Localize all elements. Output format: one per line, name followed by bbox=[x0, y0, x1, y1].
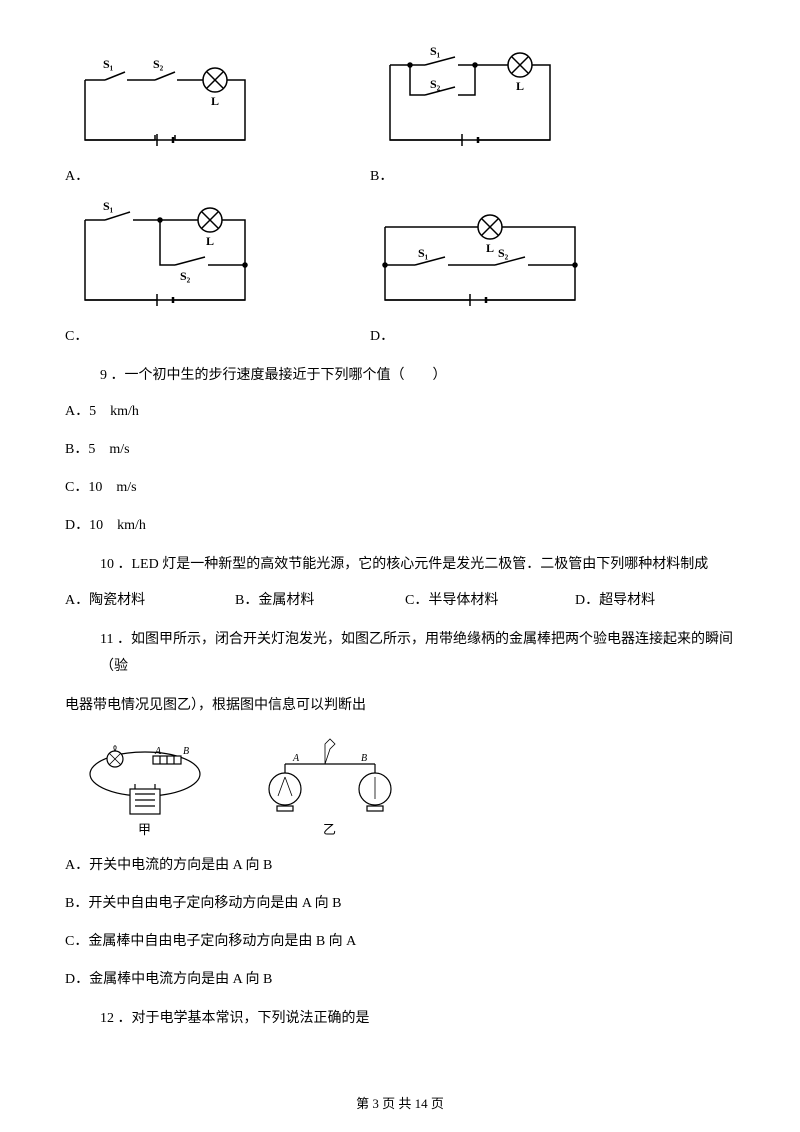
q11-jia-a: A bbox=[154, 746, 162, 757]
circuit-a-block: S₁ S₂ L A． bbox=[65, 50, 270, 185]
circuit-a-svg: S₁ S₂ L bbox=[65, 50, 270, 160]
q11-text2: 电器带电情况见图乙），根据图中信息可以判断出 bbox=[65, 693, 735, 720]
page-footer: 第 3 页 共 14 页 bbox=[0, 1093, 800, 1112]
circuit-c-s2: S₂ bbox=[180, 269, 191, 283]
q12-text: 12 ．对于电学基本常识，下列说法正确的是 bbox=[100, 1006, 735, 1031]
circuit-b-block: S₁ S₂ L B． bbox=[370, 40, 575, 185]
circuit-c-block: S₁ S₂ L C． bbox=[65, 195, 270, 345]
circuit-a-l: L bbox=[211, 94, 219, 108]
q9-b: B．5 m/s bbox=[65, 438, 735, 458]
circuit-a-s2: S₂ bbox=[153, 57, 164, 71]
q10-a: A．陶瓷材料 bbox=[65, 589, 235, 609]
circuit-c-label: C． bbox=[65, 325, 270, 345]
q11-b: B．开关中自由电子定向移动方向是由 A 向 B bbox=[65, 892, 735, 912]
circuit-d-s2: S₂ bbox=[498, 246, 509, 260]
q11-yi-a: A bbox=[292, 753, 300, 764]
q10-options: A．陶瓷材料 B．金属材料 C．半导体材料 D．超导材料 bbox=[65, 589, 735, 609]
q11-jia-label: 甲 bbox=[138, 822, 151, 837]
q9-c: C．10 m/s bbox=[65, 476, 735, 496]
q11-d: D．金属棒中电流方向是由 A 向 B bbox=[65, 968, 735, 988]
q11-fig-yi: A B 乙 bbox=[255, 734, 405, 839]
q11-a: A．开关中电流的方向是由 A 向 B bbox=[65, 854, 735, 874]
circuit-d-label: D． bbox=[370, 325, 595, 345]
circuit-b-svg: S₁ S₂ L bbox=[370, 40, 575, 160]
circuit-a-label: A． bbox=[65, 165, 270, 185]
q10-text: 10 ．LED 灯是一种新型的高效节能光源，它的核心元件是发光二极管．二极管由下… bbox=[100, 552, 735, 577]
circuit-b-s2: S₂ bbox=[430, 77, 441, 91]
circuit-d-l: L bbox=[486, 241, 494, 255]
circuit-b-label: B． bbox=[370, 165, 575, 185]
circuit-d-svg: S₁ S₂ L bbox=[370, 205, 595, 320]
q9-d: D．10 km/h bbox=[65, 514, 735, 534]
q11-c: C．金属棒中自由电子定向移动方向是由 B 向 A bbox=[65, 930, 735, 950]
q10-c: C．半导体材料 bbox=[405, 589, 575, 609]
circuit-d-s1: S₁ bbox=[418, 246, 429, 260]
q11-jia-b: B bbox=[183, 746, 189, 757]
circuit-b-s1: S₁ bbox=[430, 44, 441, 58]
q9-a: A．5 km/h bbox=[65, 400, 735, 420]
q11-text1: 11 ．如图甲所示，闭合开关灯泡发光，如图乙所示，用带绝缘柄的金属棒把两个验电器… bbox=[100, 627, 735, 680]
circuit-c-l: L bbox=[206, 234, 214, 248]
q10-b: B．金属材料 bbox=[235, 589, 405, 609]
q11-fig-jia: A B 甲 bbox=[75, 734, 225, 839]
circuit-a-s1: S₁ bbox=[103, 57, 114, 71]
circuit-row-ab: S₁ S₂ L A． S₁ S₂ L B． bbox=[65, 40, 735, 185]
q11-yi-label: 乙 bbox=[323, 822, 336, 837]
circuit-b-l: L bbox=[516, 79, 524, 93]
circuit-c-svg: S₁ S₂ L bbox=[65, 195, 270, 320]
circuit-d-block: S₁ S₂ L D． bbox=[370, 205, 595, 345]
q11-figures: A B 甲 A B 乙 bbox=[75, 734, 735, 839]
q10-d: D．超导材料 bbox=[575, 589, 655, 609]
circuit-c-s1: S₁ bbox=[103, 199, 114, 213]
q9-text: 9 ．一个初中生的步行速度最接近于下列哪个值（ ） bbox=[100, 363, 735, 388]
circuit-row-cd: S₁ S₂ L C． S₁ S₂ L D． bbox=[65, 195, 735, 345]
q11-yi-b: B bbox=[361, 753, 367, 764]
